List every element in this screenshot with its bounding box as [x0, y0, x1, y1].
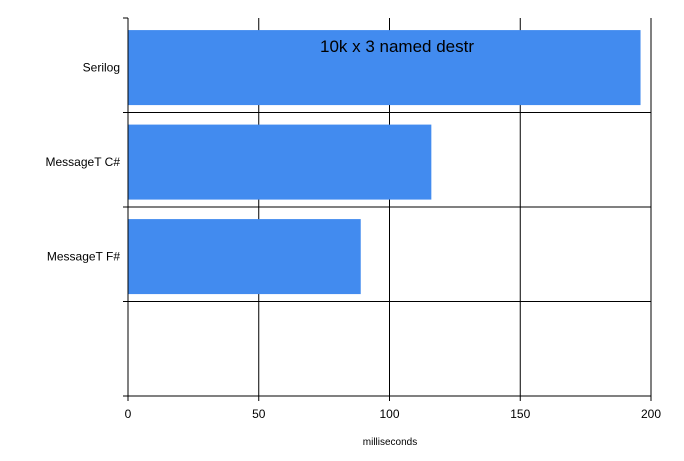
x-tick-label: 200 — [641, 407, 661, 421]
x-tick-label: 150 — [510, 407, 530, 421]
x-tick-label: 100 — [379, 407, 399, 421]
y-category-label: MessageT F# — [47, 250, 120, 264]
y-category-label: Serilog — [83, 61, 120, 75]
x-tick-label: 50 — [252, 407, 266, 421]
bars — [128, 30, 641, 295]
chart-title: 10k x 3 named destr — [320, 37, 474, 56]
bar — [128, 30, 641, 106]
bar — [128, 219, 361, 295]
x-axis-label: milliseconds — [363, 437, 417, 448]
bar — [128, 124, 432, 200]
y-category-label: MessageT C# — [46, 155, 121, 169]
x-tick-label: 0 — [125, 407, 132, 421]
y-category-labels: Serilog MessageT C# MessageT F# — [46, 17, 128, 397]
x-tick-labels: 0 50 100 150 200 — [125, 396, 661, 421]
